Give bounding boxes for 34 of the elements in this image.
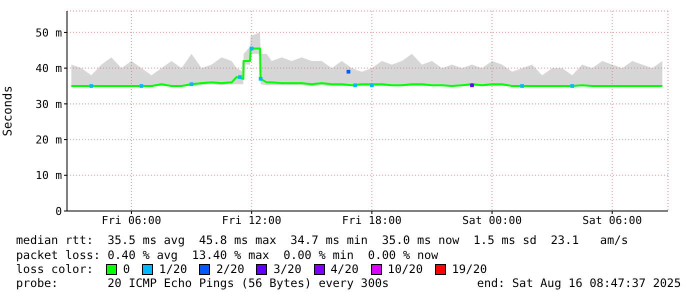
point: [140, 84, 144, 88]
text: end: Sat Aug 16 08:47:37 2025: [476, 276, 681, 292]
point: [570, 84, 574, 88]
x-tick-label: Fri 18:00: [342, 214, 402, 227]
legend-label: 2/20: [216, 262, 244, 277]
x-tick-label: Sat 06:00: [582, 214, 642, 227]
point: [90, 84, 94, 88]
x-tick-label: Fri 06:00: [102, 214, 162, 227]
point: [250, 46, 254, 50]
legend-label: 4/20: [330, 262, 359, 277]
y-tick-label: 40 m: [36, 62, 62, 76]
legend-label: 19/20: [452, 262, 488, 277]
legend-label: 3/20: [273, 262, 302, 277]
y-tick-label: 50 m: [36, 26, 62, 40]
line-series: [70, 48, 664, 87]
text: packet loss: 0.40 % avg 13.40 % max 0.00 % min 0.00 % now: [16, 248, 440, 262]
text: median rtt: 35.5 ms avg 45.8 ms max 34.7 ms min 35.0 ms now 1.5 ms sd 23.1 am/s: [16, 233, 630, 248]
point: [346, 70, 350, 74]
point: [238, 75, 242, 79]
y-axis-title: Seconds: [0, 86, 14, 136]
y-tick-label: 0: [55, 204, 62, 218]
y-tick-label: 10 m: [36, 169, 62, 182]
legend-label: 10/20: [388, 262, 423, 277]
text: probe: 20 ICMP Echo Pings (56 Bytes) every 300s: [16, 276, 389, 292]
x-tick-label: Sat 00:00: [462, 214, 522, 227]
y-tick-label: 20 m: [36, 133, 62, 146]
point: [470, 83, 474, 88]
legend-label: 1/20: [159, 262, 188, 277]
x-tick-label: Fri 12:00: [222, 214, 282, 227]
y-tick-label: 30 m: [36, 98, 62, 111]
point: [520, 84, 524, 88]
legend-label: 0: [123, 262, 130, 277]
legend-title: loss color:: [16, 262, 94, 277]
point: [190, 82, 194, 86]
